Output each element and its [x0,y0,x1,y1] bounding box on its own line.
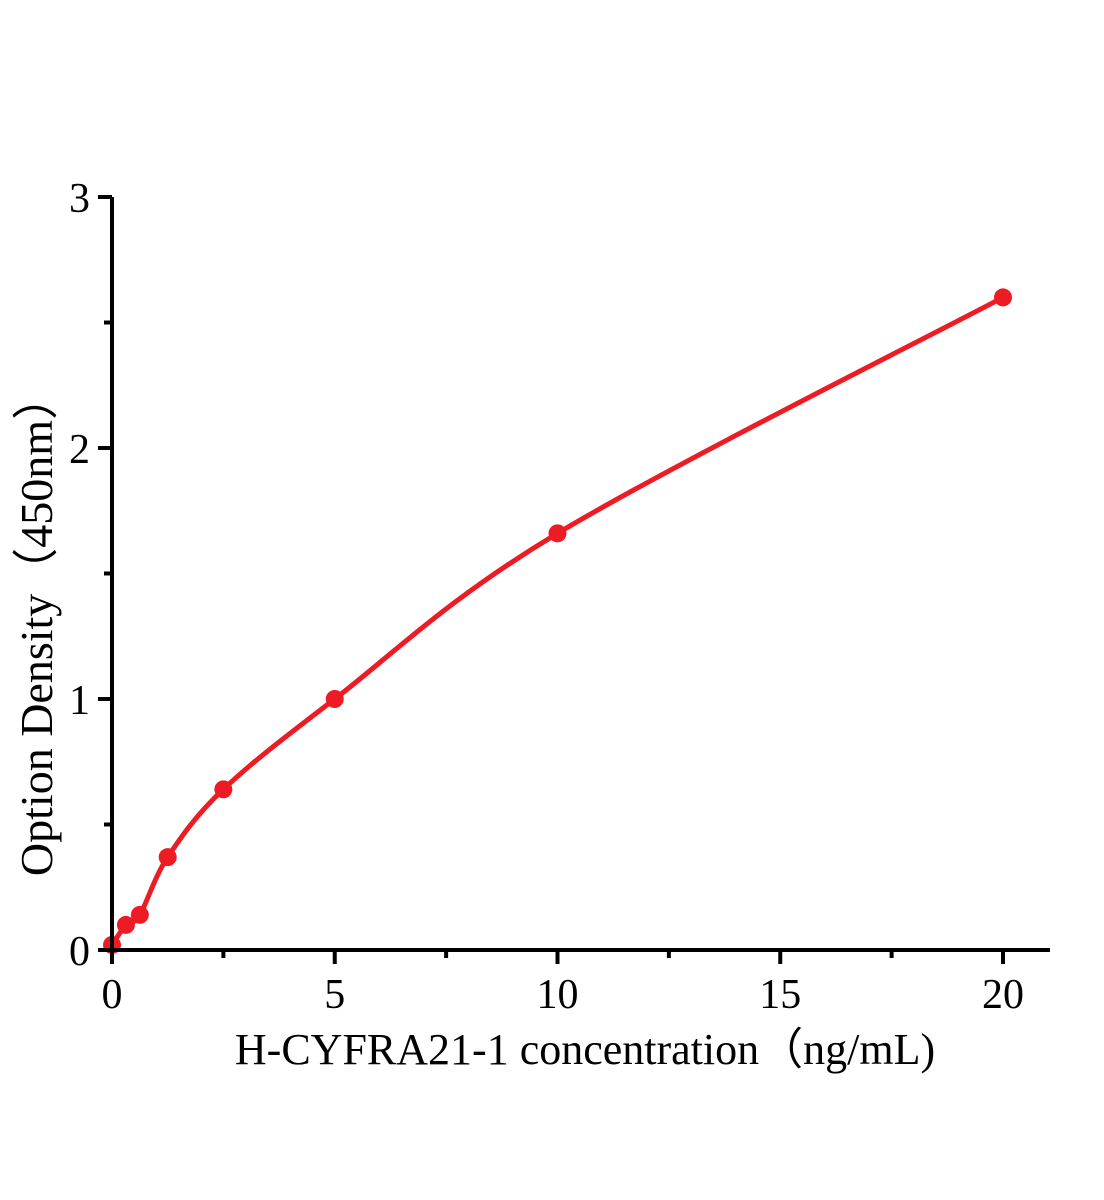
curve-layer [109,294,1006,948]
y-tick-label: 2 [69,427,90,473]
y-axis-title: Option Density（450nm） [11,374,62,876]
data-point [325,690,344,708]
x-tick-label: 10 [537,972,579,1018]
y-tick-label: 3 [69,176,90,222]
x-tick-label: 20 [982,972,1024,1018]
x-tick-label: 0 [102,972,123,1018]
y-tick-label: 1 [69,678,90,724]
x-tick-label: 5 [324,972,345,1018]
tick-labels-layer: 0 5 10 15 20 0 1 2 3 [69,176,1024,1018]
points-layer [103,288,1012,954]
y-tick-label: 0 [69,929,90,975]
data-point [994,288,1012,307]
data-point [116,915,135,934]
data-point [214,780,233,799]
x-tick-label: 15 [759,972,801,1018]
ticks-layer [98,195,1005,964]
data-point [548,524,567,543]
data-point [158,848,177,867]
fit-curve-line [109,294,1006,948]
data-point [130,905,149,924]
axes-layer [110,197,1050,952]
x-axis-title: H-CYFRA21-1 concentration（ng/mL) [235,1025,935,1074]
